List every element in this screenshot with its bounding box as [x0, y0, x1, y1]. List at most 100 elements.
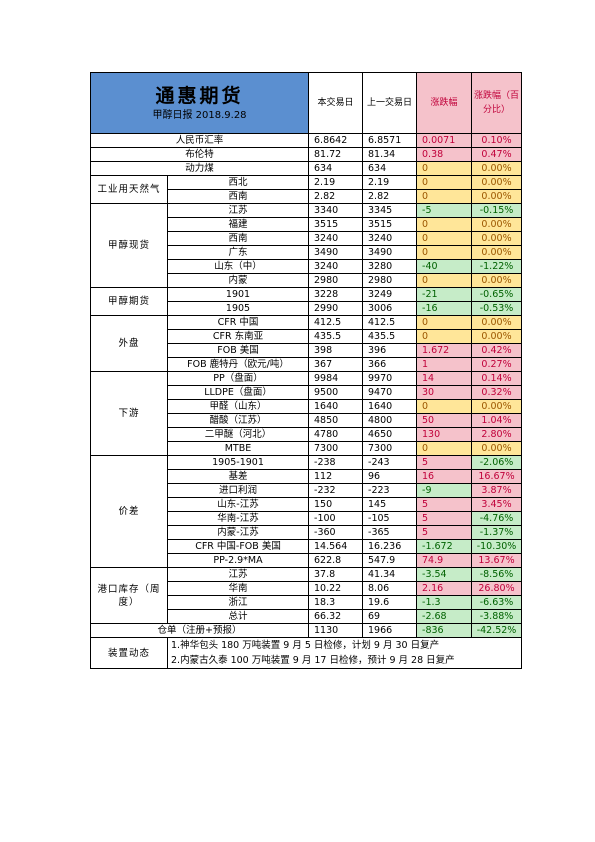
table-row: LLDPE（盘面） 9500 9470 30 0.32%	[91, 385, 523, 400]
table-row: 内蒙 2980 2980 0 0.00%	[91, 273, 523, 288]
prev-value: 1640	[362, 399, 418, 414]
change-value: 1.672	[416, 343, 473, 358]
prev-value: 634	[362, 161, 418, 176]
header-row: 通惠期货 甲醇日报 2018.9.28 本交易日 上一交易日 涨跌幅 涨跌幅（百…	[89, 72, 523, 134]
change-value: 0	[416, 315, 473, 330]
row-label: 江苏	[166, 203, 310, 218]
prev-value: 3345	[362, 203, 418, 218]
change-value: 30	[416, 385, 473, 400]
prev-value: 435.5	[362, 329, 418, 344]
group-label: 下游	[90, 371, 168, 456]
table-row: 福建 3515 3515 0 0.00%	[91, 217, 523, 232]
change-value: 0	[416, 441, 473, 456]
pct-value: -6.63%	[471, 595, 523, 610]
prev-value: 1966	[362, 623, 418, 638]
prev-value: 4800	[362, 413, 418, 428]
change-value: 0.38	[416, 147, 473, 162]
prev-value: -105	[362, 511, 418, 526]
table-row: 华南-江苏 -100 -105 5 -4.76%	[91, 511, 523, 526]
current-value: -238	[308, 455, 364, 470]
prev-value: 3006	[362, 301, 418, 316]
prev-value: 69	[362, 609, 418, 624]
row-label: 山东（中）	[166, 259, 310, 274]
table-row: PP-2.9*MA 622.8 547.9 74.9 13.67%	[91, 553, 523, 568]
prev-value: 96	[362, 469, 418, 484]
table-row: 甲醛（山东） 1640 1640 0 0.00%	[91, 399, 523, 414]
prev-value: 3249	[362, 287, 418, 302]
pct-value: -8.56%	[471, 567, 523, 582]
prev-value: 9970	[362, 371, 418, 386]
change-value: 74.9	[416, 553, 473, 568]
prev-value: 4650	[362, 427, 418, 442]
current-value: 2.82	[308, 189, 364, 204]
current-value: 622.8	[308, 553, 364, 568]
pct-value: -3.88%	[471, 609, 523, 624]
change-value: 50	[416, 413, 473, 428]
row-label: 布伦特	[89, 147, 310, 162]
prev-value: 3240	[362, 231, 418, 246]
change-value: -2.68	[416, 609, 473, 624]
table-row: 外盘 CFR 中国 412.5 412.5 0 0.00%	[90, 315, 523, 372]
change-value: 0	[416, 217, 473, 232]
pct-value: -4.76%	[471, 511, 523, 526]
pct-value: -1.37%	[471, 525, 523, 540]
group-label: 外盘	[90, 315, 168, 372]
current-value: 3490	[308, 245, 364, 260]
change-value: 0	[416, 245, 473, 260]
pct-value: -0.15%	[471, 203, 523, 218]
row-label: FOB 鹿特丹（欧元/吨）	[166, 357, 310, 372]
prev-value: 366	[362, 357, 418, 372]
report-title: 通惠期货	[155, 85, 244, 107]
change-value: -1.672	[416, 539, 473, 554]
prev-value: 2.82	[362, 189, 418, 204]
current-value: -100	[308, 511, 364, 526]
group-label: 价差	[90, 455, 168, 568]
row-label: CFR 中国	[166, 315, 310, 330]
table-row: 内蒙-江苏 -360 -365 5 -1.37%	[91, 525, 523, 540]
current-value: 2980	[308, 273, 364, 288]
pct-value: 0.00%	[471, 175, 523, 190]
change-value: 5	[416, 497, 473, 512]
pct-value: 0.10%	[471, 133, 523, 148]
row-label: 人民币汇率	[89, 133, 310, 148]
pct-value: 0.00%	[471, 245, 523, 260]
current-value: 3240	[308, 231, 364, 246]
current-value: 37.8	[308, 567, 364, 582]
row-label: CFR 东南亚	[166, 329, 310, 344]
report-subtitle: 甲醇日报 2018.9.28	[152, 110, 247, 121]
row-label: PP-2.9*MA	[166, 553, 310, 568]
table-row: 基差 112 96 16 16.67%	[91, 469, 523, 484]
current-value: 6.8642	[308, 133, 364, 148]
pct-value: 0.47%	[471, 147, 523, 162]
pct-value: 26.80%	[471, 581, 523, 596]
table-row: 总计 66.32 69 -2.68 -3.88%	[91, 609, 523, 624]
prev-value: 16.236	[362, 539, 418, 554]
col-header-prev: 上一交易日	[362, 72, 418, 134]
group-label: 甲醇期货	[90, 287, 168, 316]
prev-value: 2980	[362, 273, 418, 288]
pct-value: 1.04%	[471, 413, 523, 428]
prev-value: 41.34	[362, 567, 418, 582]
pct-value: 0.00%	[471, 217, 523, 232]
current-value: 14.564	[308, 539, 364, 554]
prev-value: 396	[362, 343, 418, 358]
pct-value: 3.87%	[471, 483, 523, 498]
prev-value: 2.19	[362, 175, 418, 190]
change-value: 0	[416, 189, 473, 204]
change-value: 0	[416, 231, 473, 246]
row-label: 1901	[166, 287, 310, 302]
row-label: 进口利润	[166, 483, 310, 498]
change-value: 0	[416, 161, 473, 176]
group-label: 装置动态	[90, 637, 168, 669]
change-value: 130	[416, 427, 473, 442]
row-label: 动力煤	[89, 161, 310, 176]
change-value: 0	[416, 399, 473, 414]
current-value: -232	[308, 483, 364, 498]
change-value: -40	[416, 259, 473, 274]
current-value: 634	[308, 161, 364, 176]
pct-value: 0.42%	[471, 343, 523, 358]
row-label: FOB 美国	[166, 343, 310, 358]
pct-value: 0.00%	[471, 441, 523, 456]
row-label: 江苏	[166, 567, 310, 582]
change-value: -16	[416, 301, 473, 316]
